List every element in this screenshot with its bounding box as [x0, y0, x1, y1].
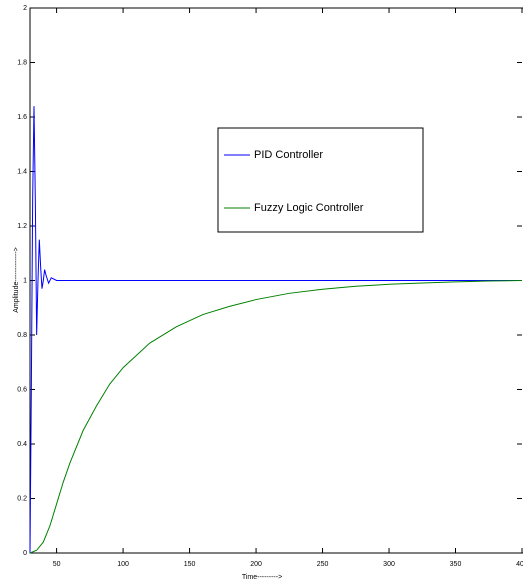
y-tick-label: 0.4 [17, 441, 27, 448]
x-tick-label: 400 [516, 561, 523, 568]
y-tick-label: 0.2 [17, 495, 27, 502]
x-tick-label: 150 [184, 561, 196, 568]
y-tick-label: 1.2 [17, 223, 27, 230]
x-tick-label: 250 [317, 561, 329, 568]
legend-box [217, 127, 424, 233]
line [29, 280, 523, 554]
y-axis-label: Amplitude-------------> [13, 247, 20, 313]
y-tick-label: 1.6 [17, 114, 27, 121]
x-tick-label: 350 [450, 561, 462, 568]
legend-label: Fuzzy Logic Controller [254, 202, 364, 214]
x-tick-label: 50 [53, 561, 61, 568]
y-tick-label: 1.8 [17, 59, 27, 66]
legend-label: PID Controller [254, 149, 323, 161]
y-tick-label: 0 [23, 550, 27, 557]
legend: PID Controller Fuzzy Logic Controller [217, 127, 424, 233]
x-tick-label: 300 [383, 561, 395, 568]
x-tick-label: 200 [250, 561, 262, 568]
y-tick-label: 1 [23, 277, 27, 284]
y-tick-label: 0.6 [17, 386, 27, 393]
line [29, 106, 522, 554]
y-tick-label: 0.8 [17, 332, 27, 339]
y-tick-label: 2 [23, 5, 27, 12]
x-axis-label: Time---------> [242, 574, 282, 581]
y-tick-label: 1.4 [17, 168, 27, 175]
x-tick-label: 100 [117, 561, 129, 568]
